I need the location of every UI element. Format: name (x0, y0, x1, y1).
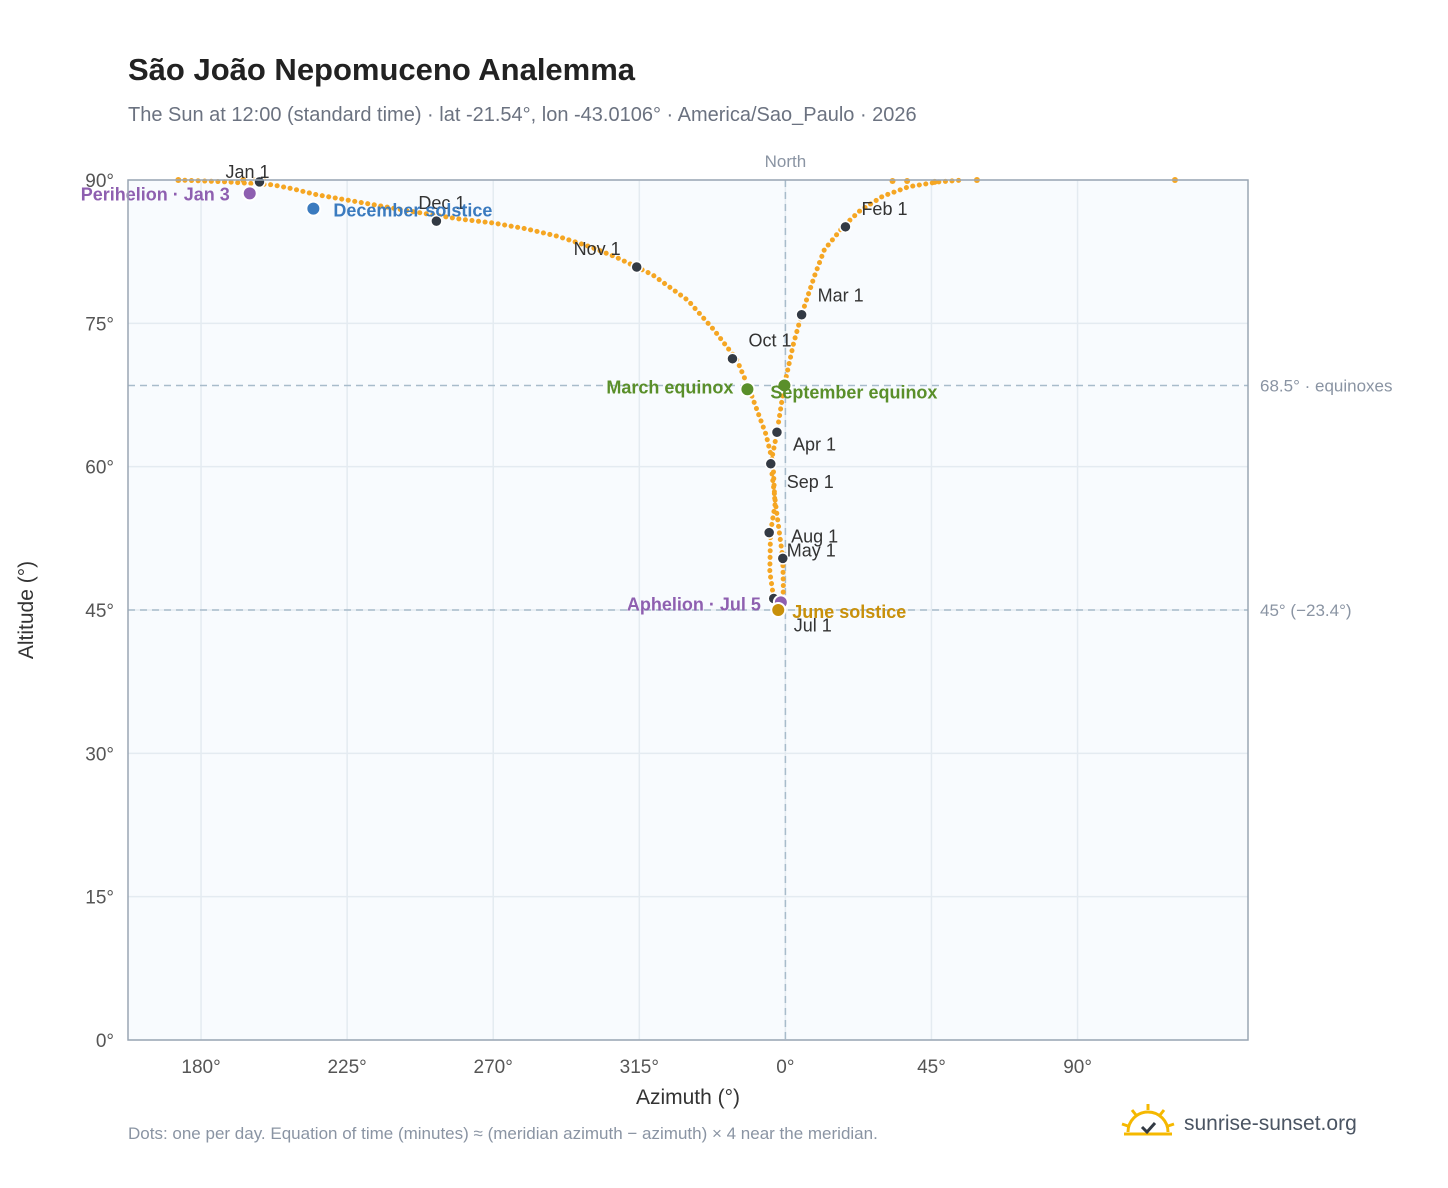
brand[interactable]: sunrise-sunset.org (1120, 1102, 1357, 1146)
event-marker (241, 185, 258, 202)
x-tick-label: 225° (327, 1057, 366, 1078)
y-tick-label: 15° (85, 888, 114, 909)
month-marker (776, 552, 790, 565)
y-tick-label: 45° (85, 601, 114, 622)
event-marker (305, 200, 322, 217)
y-tick-label: 90° (85, 171, 114, 192)
y-tick-label: 75° (85, 314, 114, 335)
event-markers: Perihelion · Jan 3 December solstice March… (81, 184, 938, 622)
event-marker (770, 602, 787, 618)
event-label: Perihelion · Jan 3 (81, 184, 230, 204)
month-marker (762, 526, 776, 539)
reference-lines: North 68.5° · equinoxes 45° (−23.4°) (128, 152, 1393, 1040)
month-label: Apr 1 (793, 434, 836, 454)
north-label: North (765, 152, 807, 171)
event-label: September equinox (770, 382, 937, 402)
daily-sun-path (175, 177, 967, 613)
month-label: May 1 (787, 540, 836, 560)
month-label: Jan 1 (225, 162, 269, 182)
month-label: Jul 1 (794, 616, 832, 636)
event-marker (776, 377, 793, 394)
chart-subtitle: The Sun at 12:00 (standard time) · lat -… (128, 104, 917, 126)
plot-border (127, 179, 1249, 1041)
y-tick-label: 60° (85, 458, 114, 479)
x-tick-label: 0° (776, 1057, 794, 1078)
footnote: Dots: one per day. Equation of time (min… (128, 1124, 878, 1143)
daily-sun-point (904, 177, 911, 184)
daily-sun-point (889, 177, 896, 184)
x-tick-label: 90° (1063, 1057, 1092, 1078)
month-label: Mar 1 (818, 286, 864, 306)
month-marker (839, 220, 852, 234)
month-label: Nov 1 (574, 239, 621, 259)
month-label: Dec 1 (418, 193, 465, 213)
event-label: Aphelion · Jul 5 (627, 594, 761, 614)
x-tick-label: 45° (917, 1057, 946, 1078)
y-tick-label: 30° (85, 744, 114, 765)
month-markers: Jan 1 Feb 1 Mar 1 Apr 1 May 1 Jul 1 Aug 1 Sep 1… (225, 162, 907, 636)
month-label: Oct 1 (748, 331, 791, 351)
y-tick-label: 0° (96, 1031, 114, 1052)
event-label: March equinox (606, 377, 733, 397)
month-label: Feb 1 (861, 199, 907, 219)
event-label: June solstice (792, 602, 906, 622)
chart-title: São João Nepomuceno Analemma (128, 52, 636, 87)
y-axis-label: Altitude (°) (15, 561, 38, 659)
event-label: December solstice (333, 201, 492, 221)
reference-line-label: 45° (−23.4°) (1260, 601, 1352, 620)
month-marker (770, 426, 784, 439)
brand-name: sunrise-sunset.org (1184, 1112, 1357, 1135)
month-marker (795, 308, 808, 321)
month-marker (726, 352, 739, 365)
x-tick-label: 270° (474, 1057, 513, 1078)
month-label: Sep 1 (787, 472, 834, 492)
axis-ticks: 180° 225° 270° 315° 0° 45° 90° 0° 15° 30° 45° 60° 75… (85, 171, 1092, 1078)
month-marker (253, 175, 266, 189)
reference-line-label: 68.5° · equinoxes (1260, 376, 1393, 395)
x-tick-label: 315° (620, 1057, 659, 1078)
month-label: Aug 1 (791, 527, 838, 547)
month-marker (430, 214, 443, 228)
event-marker (739, 381, 756, 398)
sun-logo-icon (1121, 1104, 1175, 1136)
month-marker (764, 457, 778, 471)
month-marker (630, 260, 643, 274)
x-axis-label: Azimuth (°) (636, 1086, 740, 1109)
x-tick-label: 180° (181, 1057, 220, 1078)
